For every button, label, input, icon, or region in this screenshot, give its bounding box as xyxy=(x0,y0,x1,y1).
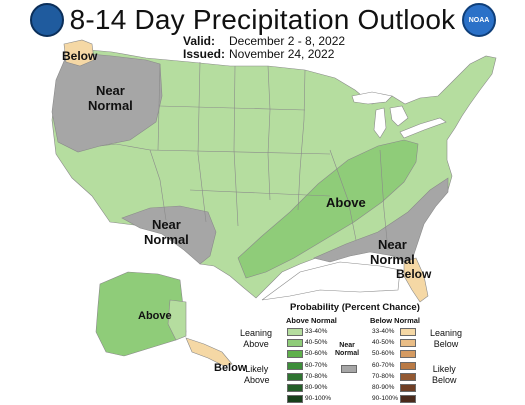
legend-above-swatch xyxy=(287,350,303,359)
lake-erie-ontario xyxy=(399,117,447,139)
alaska-panhandle-below-region xyxy=(185,337,233,367)
label-below-se: Below xyxy=(396,267,432,281)
legend-near-normal-swatch xyxy=(341,365,357,373)
noaa-logo-text: NOAA xyxy=(468,16,490,24)
legend-title: Probability (Percent Chance) xyxy=(290,302,420,313)
label-above-alaska: Above xyxy=(138,310,172,322)
valid-label: Valid: xyxy=(183,34,216,48)
alaska-above-33-40-region xyxy=(167,299,187,341)
legend-above-swatch xyxy=(287,339,303,348)
label-below-alaska: Below xyxy=(214,362,247,374)
legend-below-range: 60-70% xyxy=(372,361,395,369)
legend-above-range: 60-70% xyxy=(305,361,328,369)
legend-below-swatch xyxy=(400,361,416,370)
gulf-of-mexico xyxy=(261,261,401,301)
lake-superior xyxy=(351,91,393,105)
legend-below-range: 33-40% xyxy=(372,328,395,335)
legend-below-swatch xyxy=(400,372,416,381)
legend-below-range: 90-100% xyxy=(372,395,399,403)
label-near-normal-nw: Near Normal xyxy=(88,83,133,113)
legend-leaning-below: Leaning Below xyxy=(430,328,463,349)
legend-above-header: Above Normal xyxy=(286,316,337,325)
near-normal-se-region xyxy=(313,177,449,263)
legend-above-swatch xyxy=(287,372,303,381)
valid-line: Valid: December 2 - 8, 2022 xyxy=(183,34,345,48)
doc-seal-icon xyxy=(30,3,64,37)
label-near-normal-se: Near Normal xyxy=(370,237,415,267)
legend-above-swatch xyxy=(287,395,303,404)
state-boundaries xyxy=(99,61,389,251)
lake-michigan xyxy=(373,107,387,139)
noaa-logo-icon: NOAA xyxy=(462,3,496,37)
legend-above-swatch xyxy=(287,384,303,392)
legend-below-swatch xyxy=(400,384,416,392)
near-normal-sw-region xyxy=(121,205,217,265)
legend-below-swatch xyxy=(400,339,416,348)
below-nw-region xyxy=(63,39,95,67)
valid-value: December 2 - 8, 2022 xyxy=(229,34,346,48)
label-above-center: Above xyxy=(326,195,366,210)
issued-line: Issued: November 24, 2022 xyxy=(183,47,334,61)
legend-below-range: 80-90% xyxy=(372,384,395,391)
legend-below-range: 40-50% xyxy=(372,339,395,347)
legend-above-range: 33-40% xyxy=(305,328,328,335)
near-normal-nw-region xyxy=(51,51,163,153)
legend-above-range: 40-50% xyxy=(305,339,328,347)
legend-above-range: 70-80% xyxy=(305,372,328,380)
issued-label: Issued: xyxy=(183,47,226,61)
label-near-normal-sw: Near Normal xyxy=(144,217,189,247)
legend-above-range: 50-60% xyxy=(305,350,328,358)
legend-below-range: 50-60% xyxy=(372,350,395,358)
above-40-50-band xyxy=(237,139,419,279)
alaska-above-40-50-region xyxy=(95,271,187,357)
legend-leaning-above: Leaning Above xyxy=(240,328,273,349)
issued-value: November 24, 2022 xyxy=(229,47,335,61)
legend-likely-below: Likely Below xyxy=(432,364,457,385)
legend-likely-above: Likely Above xyxy=(244,364,270,385)
legend-above-range: 80-90% xyxy=(305,384,328,391)
label-below-nw: Below xyxy=(62,49,98,63)
legend-below-range: 70-80% xyxy=(372,372,395,380)
legend-below-header: Below Normal xyxy=(370,316,421,325)
legend-near-normal-label: Near Normal xyxy=(335,342,360,357)
legend-above-swatch xyxy=(287,328,303,336)
lake-huron xyxy=(389,105,409,127)
legend-below-swatch xyxy=(400,395,416,404)
below-florida-region xyxy=(403,257,429,303)
legend-below-swatch xyxy=(400,350,416,359)
legend-above-range: 90-100% xyxy=(305,395,332,403)
legend-above-swatch xyxy=(287,361,303,370)
page-title: 8-14 Day Precipitation Outlook xyxy=(69,4,456,35)
legend-below-swatch xyxy=(400,328,416,336)
